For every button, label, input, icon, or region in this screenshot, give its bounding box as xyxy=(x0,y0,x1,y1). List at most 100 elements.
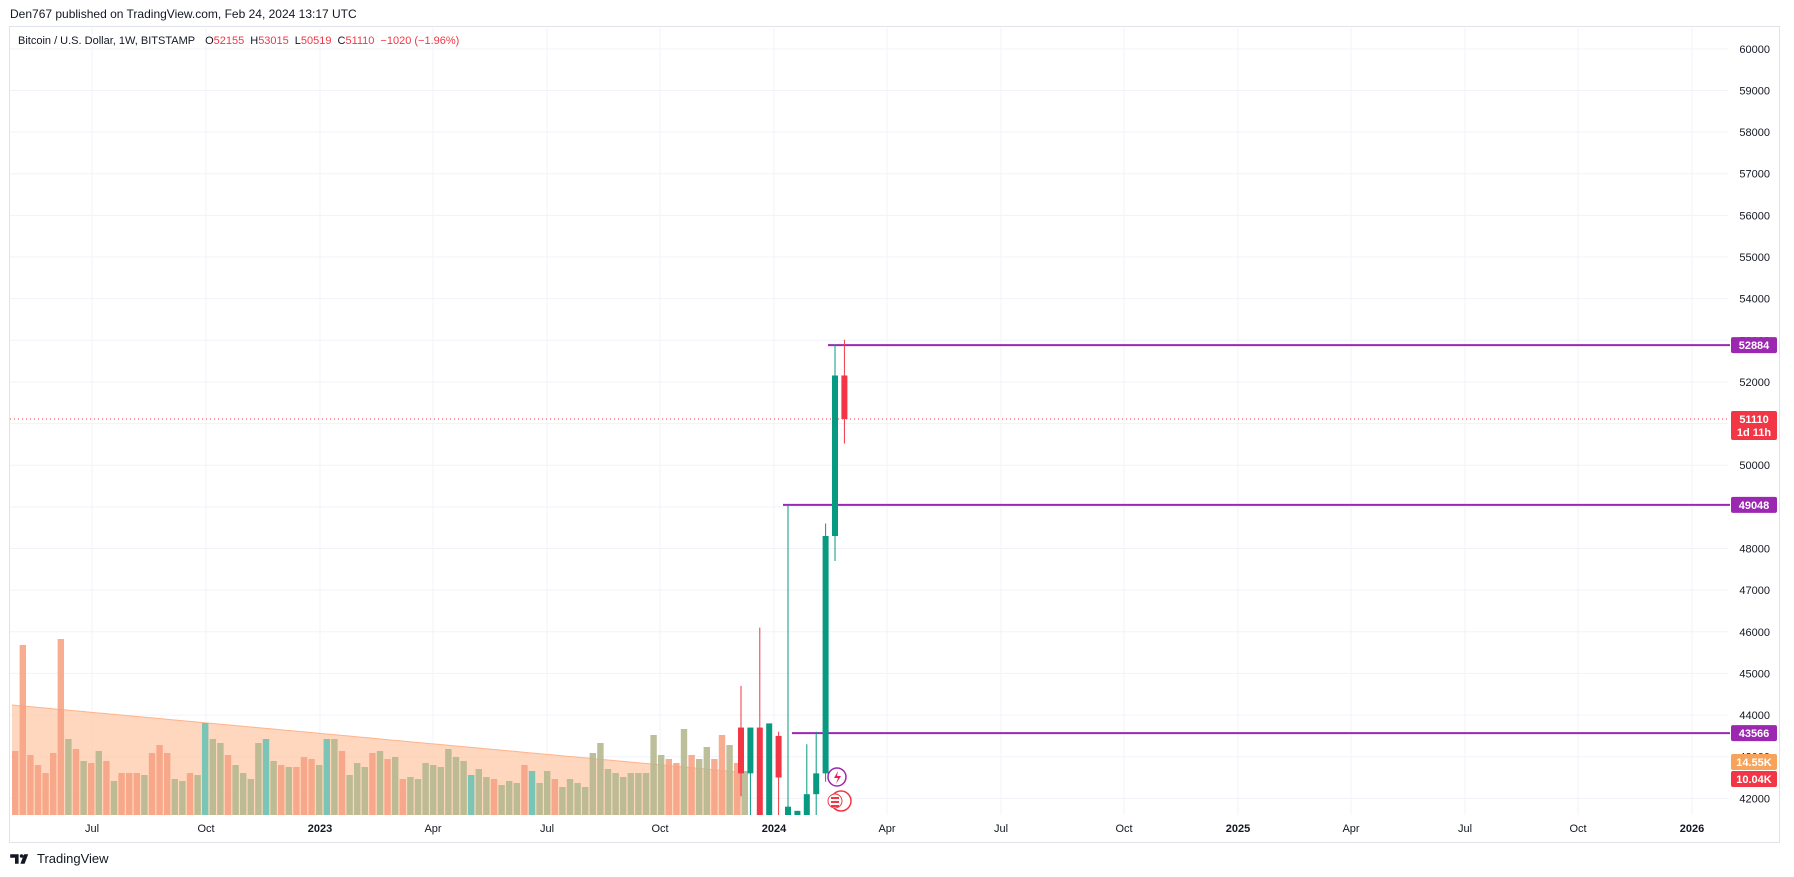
price-tick-label: 48000 xyxy=(1739,544,1770,556)
volume-bar xyxy=(80,761,87,815)
volume-bar xyxy=(88,763,95,815)
volume-bar xyxy=(19,645,26,815)
volume-bar xyxy=(42,773,49,815)
volume-bar xyxy=(688,755,695,815)
level-tag-bg xyxy=(1731,725,1777,742)
volume-bar xyxy=(57,639,64,815)
volume-bar xyxy=(300,757,308,815)
volume-bar xyxy=(665,759,672,815)
volume-bar xyxy=(133,773,140,815)
volume-bar xyxy=(658,755,665,815)
volume-bar xyxy=(179,781,186,815)
close-key: C xyxy=(337,35,346,47)
candle-body xyxy=(813,773,820,795)
volume-bar xyxy=(323,739,330,815)
candle-body xyxy=(832,375,838,537)
volume-bar xyxy=(498,785,505,815)
price-tick-label: 58000 xyxy=(1739,127,1770,139)
volume-bar xyxy=(734,763,741,815)
volume-bar xyxy=(437,767,444,815)
high-key: H xyxy=(250,35,259,47)
volume-bar xyxy=(209,739,216,815)
volume-bar xyxy=(285,767,292,815)
volume-bar xyxy=(194,775,201,815)
publisher-caption: Den767 published on TradingView.com, Feb… xyxy=(10,7,357,21)
candle-body xyxy=(841,375,848,420)
volume-bar xyxy=(536,783,543,815)
time-tick-label: 2023 xyxy=(308,823,332,835)
level-tag-text: 49048 xyxy=(1739,500,1770,512)
level-tag-text: 52884 xyxy=(1739,340,1770,352)
tradingview-logo-icon xyxy=(10,853,29,864)
low-key: L xyxy=(294,35,301,47)
price-tick-label: 57000 xyxy=(1739,169,1770,181)
volume-bar xyxy=(156,745,163,815)
open-key: O xyxy=(205,35,214,47)
volume-bar xyxy=(126,773,133,815)
volume-tag-2-text: 10.04K xyxy=(1736,774,1772,786)
candle-body xyxy=(747,727,754,774)
time-tick-label: Jul xyxy=(1458,823,1472,835)
ohlc-legend: Bitcoin / U.S. Dollar, 1W, BITSTAMP O521… xyxy=(18,35,459,47)
candle-body xyxy=(803,794,810,815)
volume-bar xyxy=(430,765,437,815)
volume-tag-1-text: 14.55K xyxy=(1736,757,1772,769)
volume-bar xyxy=(392,757,399,815)
price-tick-label: 50000 xyxy=(1739,460,1770,472)
volume-bar xyxy=(650,735,657,815)
time-axis: Jul Oct 2023 Apr Jul Oct 2024 Apr Jul Oct 2025 Apr J… xyxy=(85,823,1704,835)
volume-bar xyxy=(696,759,703,815)
current-price-tag-text: 1d 11h xyxy=(1737,427,1772,439)
volume-bar xyxy=(506,781,513,815)
volume-bar xyxy=(521,765,528,815)
volume-bar xyxy=(726,745,733,815)
volume-bar xyxy=(27,755,34,815)
volume-bar xyxy=(278,765,285,815)
volume-bar xyxy=(559,787,566,815)
volume-bar xyxy=(72,749,80,815)
volume-bar xyxy=(293,767,300,815)
time-tick-label: 2026 xyxy=(1680,823,1704,835)
time-tick-label: Oct xyxy=(1569,823,1586,835)
price-tick-label: 59000 xyxy=(1739,85,1770,97)
time-tick-label: Oct xyxy=(197,823,214,835)
volume-bar xyxy=(384,759,391,815)
volume-bar xyxy=(620,777,627,815)
volume-bar xyxy=(452,757,460,815)
volume-bar xyxy=(741,771,748,815)
volume-tag-2-bg xyxy=(1731,771,1777,787)
volume-bar xyxy=(202,723,209,815)
volume-bar xyxy=(635,773,642,815)
volume-ma-line xyxy=(11,704,742,773)
volume-bar xyxy=(627,773,634,815)
chart-frame[interactable] xyxy=(9,26,1780,843)
volume-bar xyxy=(574,783,581,815)
volume-bar xyxy=(34,765,42,815)
volume-bar xyxy=(551,779,558,815)
time-tick-label: 2025 xyxy=(1226,823,1250,835)
price-tick-label: 52000 xyxy=(1739,377,1770,389)
price-tick-label: 56000 xyxy=(1739,210,1770,222)
level-tag-text: 43566 xyxy=(1739,728,1770,740)
candle-body xyxy=(775,735,782,778)
flag-stripe xyxy=(831,801,839,803)
volume-bar xyxy=(597,743,604,815)
symbol-label: Bitcoin / U.S. Dollar, 1W, BITSTAMP xyxy=(18,35,196,47)
volume-bar xyxy=(414,779,422,815)
volume-bar xyxy=(468,775,475,815)
level-tag-bg xyxy=(1731,337,1777,354)
volume-bar xyxy=(589,753,596,815)
time-tick-label: Jul xyxy=(994,823,1008,835)
time-tick-label: 2024 xyxy=(762,823,787,835)
price-tick-label: 55000 xyxy=(1739,252,1770,264)
volume-bar xyxy=(240,773,247,815)
tradingview-brand[interactable]: TradingView xyxy=(10,851,109,866)
event-markers xyxy=(827,767,852,812)
flag-stripe xyxy=(831,797,839,799)
time-tick-label: Oct xyxy=(651,823,668,835)
time-tick-label: Jul xyxy=(85,823,99,835)
candle-body xyxy=(756,727,763,815)
volume-bar xyxy=(642,773,650,815)
